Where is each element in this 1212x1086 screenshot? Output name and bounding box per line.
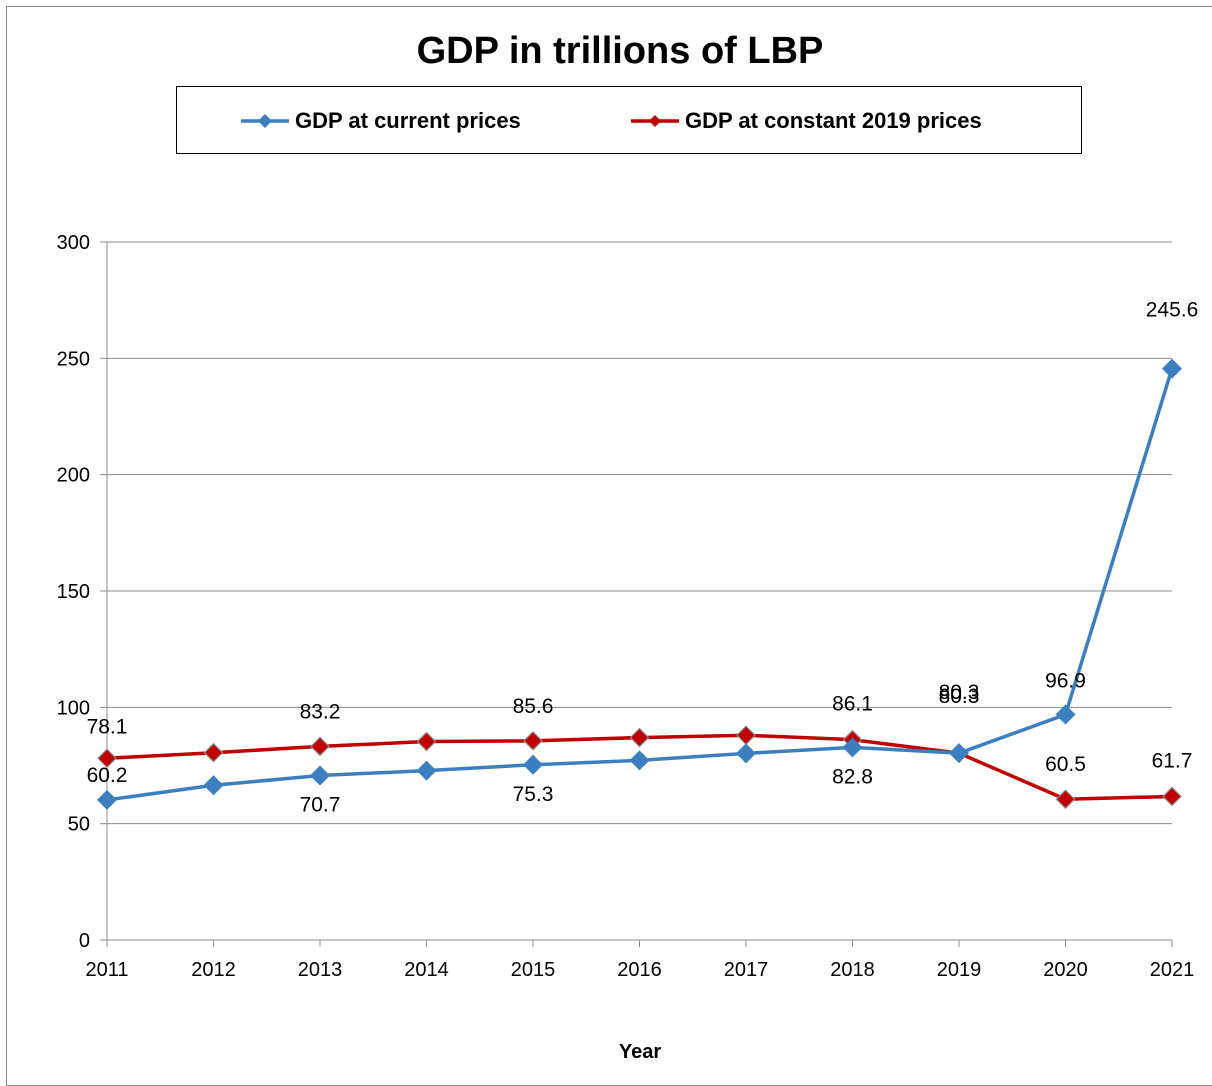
y-tick-label-250: 250	[57, 348, 90, 370]
data-labels: 60.2 70.7 75.3 82.8 80.3 96.9 245.6 78.1 83.2 85.…	[87, 299, 1199, 817]
data-label-s0-2019: 80.3	[939, 685, 980, 708]
marker-s1-2012	[203, 742, 224, 763]
marker-s0-2020	[1055, 704, 1076, 725]
series	[97, 358, 1182, 810]
x-tick-label-2014: 2014	[404, 959, 449, 981]
marker-s1-2021	[1162, 786, 1182, 807]
x-tick-label-2021: 2021	[1150, 959, 1195, 981]
data-label-s1-2015: 85.6	[513, 695, 554, 718]
data-label-s1-2020: 60.5	[1045, 753, 1086, 776]
legend-item-current-prices: GDP at current prices	[241, 87, 521, 155]
x-tick-label-2020: 2020	[1043, 959, 1088, 981]
x-tick-label-2015: 2015	[511, 959, 556, 981]
x-tick-label-2012: 2012	[191, 959, 236, 981]
axes: 0 50 100 150 200 250 300 2011 2012 2013 2014 2015 20…	[57, 232, 1195, 981]
marker-s0-2018	[842, 737, 863, 758]
chart-frame	[6, 6, 1212, 1086]
marker-s1-2016	[629, 727, 650, 748]
marker-s0-2017	[736, 743, 756, 764]
gridlines	[107, 241, 1172, 825]
legend-swatch-constant-prices	[631, 115, 679, 127]
data-label-s0-2013: 70.7	[300, 794, 341, 817]
legend-label-constant-prices: GDP at constant 2019 prices	[685, 108, 982, 133]
marker-s0-2015	[523, 754, 543, 775]
marker-s1-2013	[310, 736, 330, 757]
marker-s0-2012	[203, 775, 224, 796]
marker-s0-2016	[629, 750, 650, 771]
y-tick-label-100: 100	[57, 697, 90, 719]
data-label-s0-2011: 60.2	[87, 764, 128, 787]
data-label-s0-2015: 75.3	[513, 783, 554, 806]
x-tick-label-2011: 2011	[85, 959, 128, 981]
x-axis-title: Year	[619, 1041, 661, 1063]
chart-title: GDP in trillions of LBP	[416, 30, 824, 72]
marker-s0-2019	[949, 743, 969, 764]
legend-item-constant-prices: GDP at constant 2019 prices	[631, 87, 982, 155]
marker-s1-2015	[523, 730, 543, 751]
y-tick-label-200: 200	[57, 465, 90, 487]
marker-s0-2011	[97, 789, 117, 810]
legend-label-current-prices: GDP at current prices	[295, 108, 521, 133]
data-label-s0-2018: 82.8	[832, 765, 873, 788]
x-tick-label-2018: 2018	[830, 959, 875, 981]
x-tick-label-2019: 2019	[937, 959, 982, 981]
data-label-s0-2021: 245.6	[1146, 299, 1199, 322]
marker-s0-2021	[1162, 358, 1182, 379]
data-label-s1-2019: 80.3	[939, 681, 980, 704]
marker-s0-2013	[310, 765, 330, 786]
marker-s1-2014	[416, 731, 437, 752]
legend-swatch-current-prices	[241, 114, 289, 128]
y-tick-label-0: 0	[79, 930, 90, 952]
x-tick-label-2013: 2013	[298, 959, 343, 981]
y-tick-label-300: 300	[57, 232, 90, 254]
data-label-s0-2020: 96.9	[1045, 670, 1086, 693]
marker-s0-2014	[416, 760, 437, 781]
x-tick-label-2016: 2016	[617, 959, 662, 981]
marker-s1-2011	[97, 748, 117, 769]
data-label-s1-2018: 86.1	[832, 693, 873, 716]
data-label-s1-2013: 83.2	[300, 700, 341, 723]
marker-s1-2017	[736, 725, 756, 746]
y-tick-label-150: 150	[57, 581, 90, 603]
marker-s1-2020	[1055, 789, 1076, 810]
legend: GDP at current prices GDP at constant 20…	[176, 86, 1082, 154]
data-label-s1-2011: 78.1	[87, 715, 128, 738]
y-tick-label-50: 50	[68, 814, 90, 836]
data-label-s1-2021: 61.7	[1152, 749, 1193, 772]
x-tick-label-2017: 2017	[724, 959, 769, 981]
